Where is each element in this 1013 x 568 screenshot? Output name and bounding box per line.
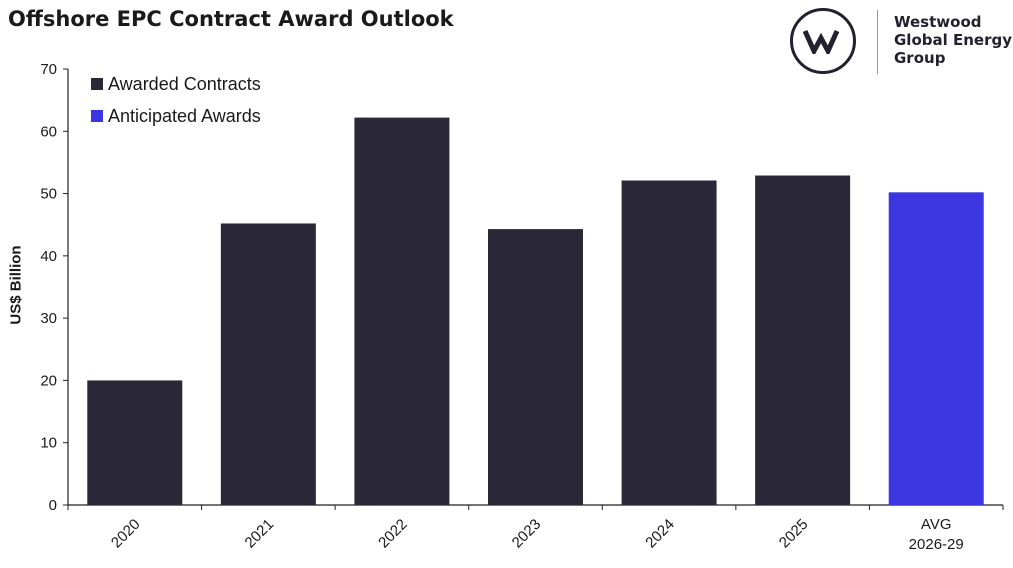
legend-label: Awarded Contracts bbox=[108, 74, 261, 94]
y-tick-label: 60 bbox=[40, 123, 57, 140]
bar-2021 bbox=[220, 223, 316, 505]
logo-text: Westwood Global Energy Group bbox=[894, 13, 1012, 67]
y-tick-label: 50 bbox=[40, 186, 57, 203]
x-tick-label: 2021 bbox=[242, 516, 278, 552]
y-tick-label: 70 bbox=[40, 61, 57, 78]
y-tick-label: 0 bbox=[49, 497, 57, 514]
w-monogram-icon bbox=[803, 29, 840, 54]
bar-2023 bbox=[488, 229, 583, 505]
x-tick-label: 2020 bbox=[108, 516, 144, 552]
x-tick-label: 2023 bbox=[509, 516, 545, 552]
legend-swatch bbox=[91, 110, 103, 122]
logo-line-3: Group bbox=[894, 49, 946, 67]
x-tick-label: 2024 bbox=[642, 516, 678, 552]
logo-line-1: Westwood bbox=[894, 13, 982, 31]
y-tick-label: 40 bbox=[40, 248, 57, 265]
bar-2024 bbox=[621, 180, 717, 505]
chart-title: Offshore EPC Contract Award Outlook bbox=[8, 7, 454, 31]
x-tick-label: AVG 2026-29 bbox=[909, 516, 964, 553]
x-tick-label-line: AVG bbox=[921, 516, 952, 533]
legend-swatch bbox=[91, 78, 103, 90]
bar-avg-2026-29 bbox=[888, 192, 984, 505]
y-tick-label: 20 bbox=[40, 372, 57, 389]
x-tick-label-line: 2026-29 bbox=[909, 536, 964, 553]
x-tick-label: 2022 bbox=[375, 516, 411, 552]
x-tick-label: 2025 bbox=[776, 516, 812, 552]
legend-label: Anticipated Awards bbox=[108, 106, 261, 126]
y-tick-label: 10 bbox=[40, 435, 57, 452]
bar-2020 bbox=[87, 380, 183, 505]
westwood-logo-icon bbox=[790, 8, 856, 74]
bar-2022 bbox=[354, 117, 450, 505]
bar-2025 bbox=[755, 175, 851, 505]
logo-divider bbox=[877, 10, 878, 74]
y-tick-label: 30 bbox=[40, 310, 57, 327]
logo-line-2: Global Energy bbox=[894, 31, 1012, 49]
